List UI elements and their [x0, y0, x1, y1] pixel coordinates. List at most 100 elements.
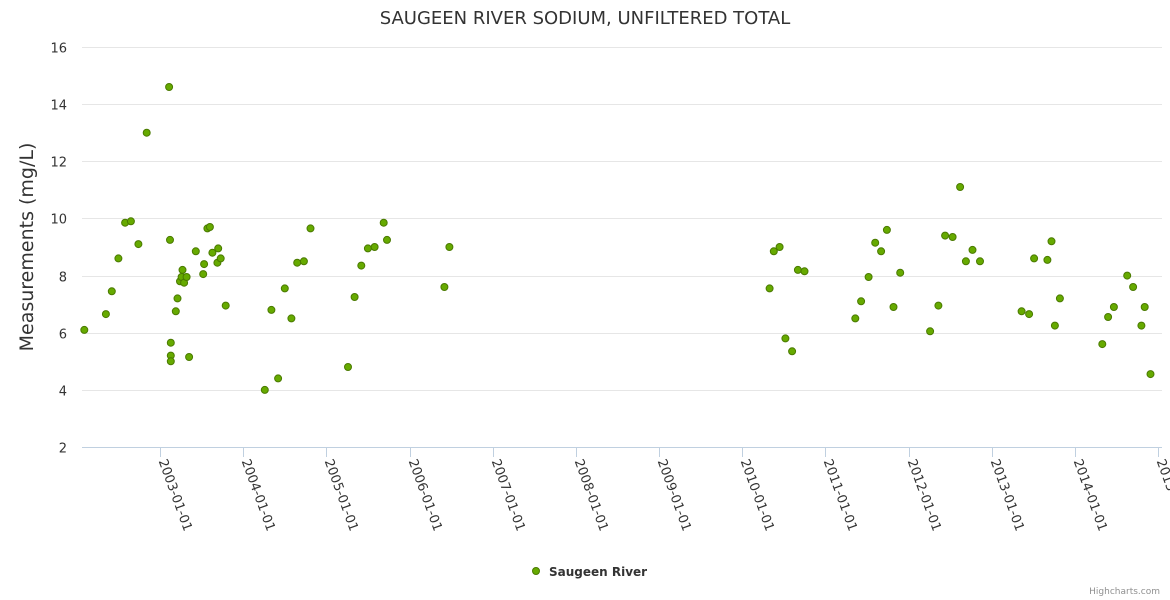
y-tick-label: 6 — [59, 328, 67, 343]
data-point[interactable] — [216, 254, 225, 263]
data-point[interactable] — [205, 223, 214, 231]
data-point[interactable] — [956, 183, 965, 191]
y-tick-label: 14 — [50, 99, 67, 114]
grid-lines — [82, 47, 1162, 391]
legend-label: Saugeen River — [549, 565, 647, 579]
x-axis-ticks: 2003-01-01 2004-01-01 2005-01-01 2006-01-01… — [155, 447, 1170, 533]
data-point[interactable] — [857, 297, 866, 306]
data-point[interactable] — [1129, 283, 1138, 291]
data-point[interactable] — [199, 270, 208, 279]
data-point[interactable] — [357, 261, 366, 270]
data-point[interactable] — [1047, 237, 1056, 246]
data-point[interactable] — [182, 273, 191, 281]
data-point[interactable] — [769, 247, 778, 256]
data-point[interactable] — [871, 238, 880, 247]
data-point[interactable] — [166, 357, 175, 366]
data-point[interactable] — [961, 257, 970, 266]
y-tick-label: 4 — [59, 385, 67, 400]
data-point[interactable] — [306, 224, 315, 233]
data-point[interactable] — [1025, 310, 1034, 319]
x-tick-label: 2007-01-01 — [488, 457, 528, 533]
data-point[interactable] — [173, 294, 182, 303]
data-point[interactable] — [166, 338, 175, 347]
data-point[interactable] — [191, 247, 200, 256]
data-point[interactable] — [80, 325, 89, 334]
data-point[interactable] — [864, 273, 873, 281]
data-point[interactable] — [445, 243, 454, 251]
data-point[interactable] — [280, 284, 289, 293]
data-point[interactable] — [344, 363, 352, 371]
data-point[interactable] — [370, 243, 379, 251]
data-point[interactable] — [107, 287, 116, 296]
data-point[interactable] — [142, 128, 151, 137]
y-tick-label: 10 — [50, 213, 67, 228]
data-point[interactable] — [126, 217, 135, 226]
data-point[interactable] — [214, 244, 223, 253]
credits-link[interactable]: Highcharts.com — [1089, 587, 1160, 597]
data-point[interactable] — [1043, 255, 1052, 264]
x-tick-label: 2013-01-01 — [987, 457, 1027, 533]
data-point[interactable] — [267, 305, 276, 314]
data-point[interactable] — [765, 284, 774, 293]
x-tick-label: 2012-01-01 — [904, 457, 944, 533]
data-point[interactable] — [889, 303, 898, 311]
data-point[interactable] — [293, 258, 302, 267]
data-point[interactable] — [221, 301, 230, 310]
data-point[interactable] — [1050, 321, 1059, 330]
data-point[interactable] — [1137, 321, 1146, 330]
data-point[interactable] — [200, 260, 209, 269]
data-point[interactable] — [877, 247, 886, 256]
data-point[interactable] — [1030, 254, 1039, 263]
y-axis-label: Measurements (mg/L) — [16, 143, 38, 352]
data-point[interactable] — [287, 314, 296, 323]
data-point[interactable] — [882, 225, 891, 234]
data-point[interactable] — [926, 327, 935, 336]
data-point[interactable] — [208, 248, 217, 257]
data-point[interactable] — [1123, 271, 1132, 280]
data-point[interactable] — [1140, 303, 1149, 311]
data-point[interactable] — [800, 267, 809, 276]
data-point[interactable] — [134, 240, 143, 249]
data-point[interactable] — [934, 301, 943, 310]
data-point[interactable] — [260, 385, 269, 394]
data-point[interactable] — [793, 265, 802, 274]
data-point[interactable] — [165, 83, 174, 91]
data-point[interactable] — [788, 347, 797, 356]
y-tick-label: 12 — [50, 156, 67, 171]
data-point[interactable] — [350, 293, 359, 301]
data-point[interactable] — [379, 218, 388, 227]
x-tick-label: 2005-01-01 — [321, 457, 361, 533]
data-point[interactable] — [1104, 313, 1113, 321]
data-point[interactable] — [976, 257, 984, 266]
x-tick-label: 2011-01-01 — [820, 457, 860, 533]
data-point[interactable] — [1017, 307, 1026, 316]
data-point[interactable] — [781, 334, 790, 343]
data-point[interactable] — [1098, 340, 1107, 349]
x-tick-label: 2009-01-01 — [654, 457, 694, 533]
legend-item[interactable]: Saugeen River — [532, 565, 648, 579]
data-point[interactable] — [101, 310, 110, 319]
x-tick-label: 2004-01-01 — [238, 457, 278, 533]
data-point[interactable] — [166, 235, 174, 244]
data-point[interactable] — [948, 233, 957, 241]
data-point[interactable] — [968, 245, 977, 254]
data-point[interactable] — [775, 243, 784, 251]
y-tick-label: 2 — [59, 442, 67, 457]
data-point[interactable] — [178, 265, 187, 274]
data-point[interactable] — [363, 244, 372, 253]
data-point[interactable] — [440, 283, 449, 291]
data-point[interactable] — [851, 314, 860, 323]
data-point[interactable] — [171, 307, 180, 316]
data-point[interactable] — [896, 268, 905, 277]
data-point[interactable] — [383, 235, 391, 244]
data-point[interactable] — [274, 374, 283, 383]
x-tick-label: 2003-01-01 — [155, 457, 195, 533]
data-point[interactable] — [185, 353, 194, 361]
data-point[interactable] — [114, 254, 123, 263]
data-point[interactable] — [1055, 294, 1064, 303]
data-point[interactable] — [1109, 303, 1118, 311]
data-point[interactable] — [1146, 370, 1155, 379]
data-point[interactable] — [941, 231, 950, 240]
data-point[interactable] — [299, 257, 308, 266]
